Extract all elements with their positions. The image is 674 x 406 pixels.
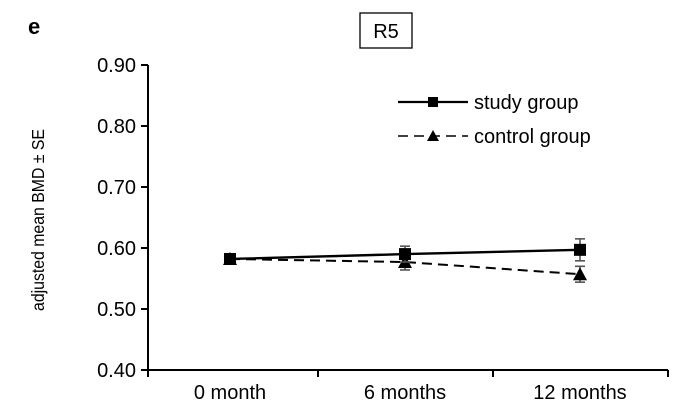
study-data-point xyxy=(399,248,411,261)
plot-area xyxy=(223,238,587,283)
y-tick-label: 0.90 xyxy=(97,55,136,77)
x-tick-label: 12 months xyxy=(533,382,626,404)
x-ticks: 0 month 6 months 12 months xyxy=(147,370,669,404)
legend-label-control: control group xyxy=(474,126,591,148)
y-tick-label: 0.50 xyxy=(97,299,136,321)
y-tick-label: 0.40 xyxy=(97,360,136,382)
legend-marker-study xyxy=(428,97,438,107)
y-tick-label: 0.60 xyxy=(97,238,136,260)
y-tick-label: 0.70 xyxy=(97,177,136,199)
x-tick-label: 6 months xyxy=(364,382,446,404)
y-axis-label: adjusted mean BMD ± SE xyxy=(28,129,48,311)
study-data-point xyxy=(224,252,236,265)
title-box xyxy=(359,12,413,49)
x-tick-label: 0 month xyxy=(194,382,266,404)
chart-title: R5 xyxy=(373,21,399,43)
legend: study group control group xyxy=(398,92,591,148)
y-ticks: 0.40 0.50 0.60 0.70 0.80 0.90 xyxy=(97,55,148,382)
study-data-point xyxy=(574,243,586,256)
y-tick-label: 0.80 xyxy=(97,116,136,138)
control-data-point xyxy=(573,267,587,281)
control-series-line xyxy=(229,257,581,276)
legend-marker-control xyxy=(427,130,439,141)
legend-label-study: study group xyxy=(474,92,579,114)
panel-letter: e xyxy=(28,14,40,39)
